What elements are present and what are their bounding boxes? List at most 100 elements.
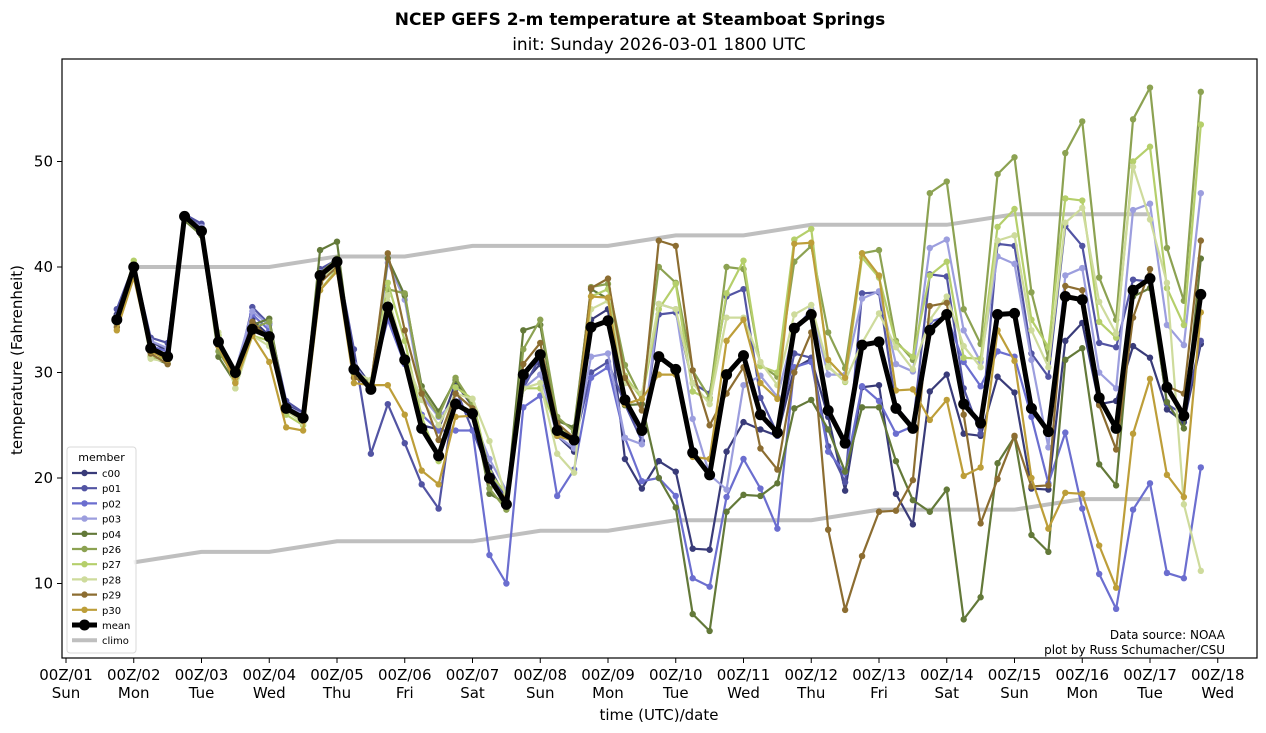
point-mean-19 [433,450,445,462]
legend-label-p30: p30 [102,606,121,617]
point-p02-34 [689,575,696,582]
point-p04-55 [1045,548,1052,556]
point-p28-22 [486,437,493,445]
x-tick-label-13: 00Z/13 [852,666,906,684]
point-p29-59 [1112,446,1120,453]
point-p29-30 [621,374,629,381]
point-mean-58 [1093,392,1105,404]
x-tick-sublabel-12: Thu [796,684,825,702]
point-c00-31 [638,485,646,492]
point-p01-44 [858,290,866,297]
legend-marker-mean [79,619,90,631]
axes: 102030405000Z/01Sun00Z/02Mon00Z/03Tue00Z… [34,58,1258,702]
point-p02-28 [587,374,595,381]
point-p04-34 [689,610,696,618]
point-c00-60 [1129,342,1137,350]
point-p29-34 [689,367,696,374]
point-mean-14 [348,363,360,375]
point-p02-58 [1095,570,1103,578]
point-p30-56 [1062,489,1069,496]
point-mean-48 [924,324,936,336]
legend-marker-p01 [81,485,88,492]
y-tick-label-30: 30 [34,364,53,382]
point-p04-52 [994,460,1001,467]
point-p30-28 [587,293,595,300]
legend-marker-p02 [81,500,88,507]
point-p04-47 [909,496,917,504]
x-tick-label-12: 00Z/12 [784,666,838,684]
x-tick-label-6: 00Z/06 [378,666,432,684]
point-p04-33 [672,504,679,511]
point-p29-28 [587,284,595,292]
point-mean-41 [805,308,817,320]
point-p29-47 [909,476,917,484]
point-c00-36 [723,448,730,455]
point-p27-37 [740,257,747,264]
point-mean-24 [517,369,529,381]
legend-label-p01: p01 [102,484,121,495]
point-p27-16 [384,279,392,287]
point-p26-45 [875,246,883,254]
point-p26-49 [943,178,950,185]
legend-marker-p28 [81,576,88,583]
point-p04-58 [1095,461,1103,468]
legend-marker-p03 [81,515,88,522]
point-mean-32 [653,351,665,363]
legend-label-c00: c00 [102,469,120,480]
point-mean-39 [771,427,783,439]
point-p27-49 [943,258,950,265]
point-p01-19 [435,505,442,512]
point-p04-57 [1079,345,1086,352]
point-p28-19 [435,422,442,429]
point-mean-21 [467,408,478,420]
point-c00-56 [1062,337,1069,345]
point-p30-16 [384,381,392,389]
legend-label-p29: p29 [102,591,121,602]
point-p03-46 [892,360,900,368]
chart-subtitle: init: Sunday 2026-03-01 1800 UTC [512,35,806,55]
point-p29-20 [452,390,459,397]
point-mean-49 [941,308,953,320]
point-p27-33 [672,280,679,288]
point-mean-10 [280,402,292,414]
legend-marker-c00 [81,469,88,477]
point-p03-44 [858,295,866,302]
point-p01-60 [1129,276,1137,283]
point-mean-60 [1127,284,1139,296]
point-p29-43 [841,606,849,614]
point-p29-24 [520,360,527,368]
point-p01-18 [418,481,425,488]
point-p04-32 [655,474,663,482]
point-mean-23 [500,498,512,510]
point-p30-51 [977,464,984,471]
point-p02-54 [1028,413,1035,421]
chart-title: NCEP GEFS 2-m temperature at Steamboat S… [395,10,886,30]
point-p28-34 [689,379,696,387]
point-p30-61 [1146,375,1154,383]
point-mean-47 [907,422,919,434]
point-mean-40 [788,322,800,334]
point-p03-29 [604,350,612,357]
point-mean-12 [314,269,326,281]
point-p01-16 [384,400,392,408]
point-p04-13 [333,238,341,245]
point-p27-34 [689,388,696,395]
point-p30-10 [282,424,290,431]
point-p26-19 [435,412,442,419]
legend-marker-p30 [81,606,88,613]
point-p28-57 [1079,204,1086,212]
point-p29-29 [604,275,612,282]
point-p27-53 [1011,205,1018,213]
point-p30-43 [841,374,849,381]
point-mean-36 [721,369,733,381]
point-p28-25 [537,379,544,387]
point-p26-42 [824,329,832,336]
point-p02-26 [553,492,561,500]
point-c00-45 [875,381,883,389]
climo-low-line [133,497,1150,565]
point-p30-50 [960,472,967,480]
point-p28-41 [808,301,815,309]
y-tick-label-40: 40 [34,258,53,276]
point-mean-16 [382,301,394,313]
point-mean-8 [246,323,258,335]
